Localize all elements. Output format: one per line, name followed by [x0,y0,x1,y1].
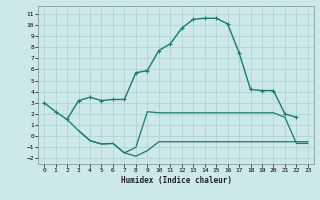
X-axis label: Humidex (Indice chaleur): Humidex (Indice chaleur) [121,176,231,185]
